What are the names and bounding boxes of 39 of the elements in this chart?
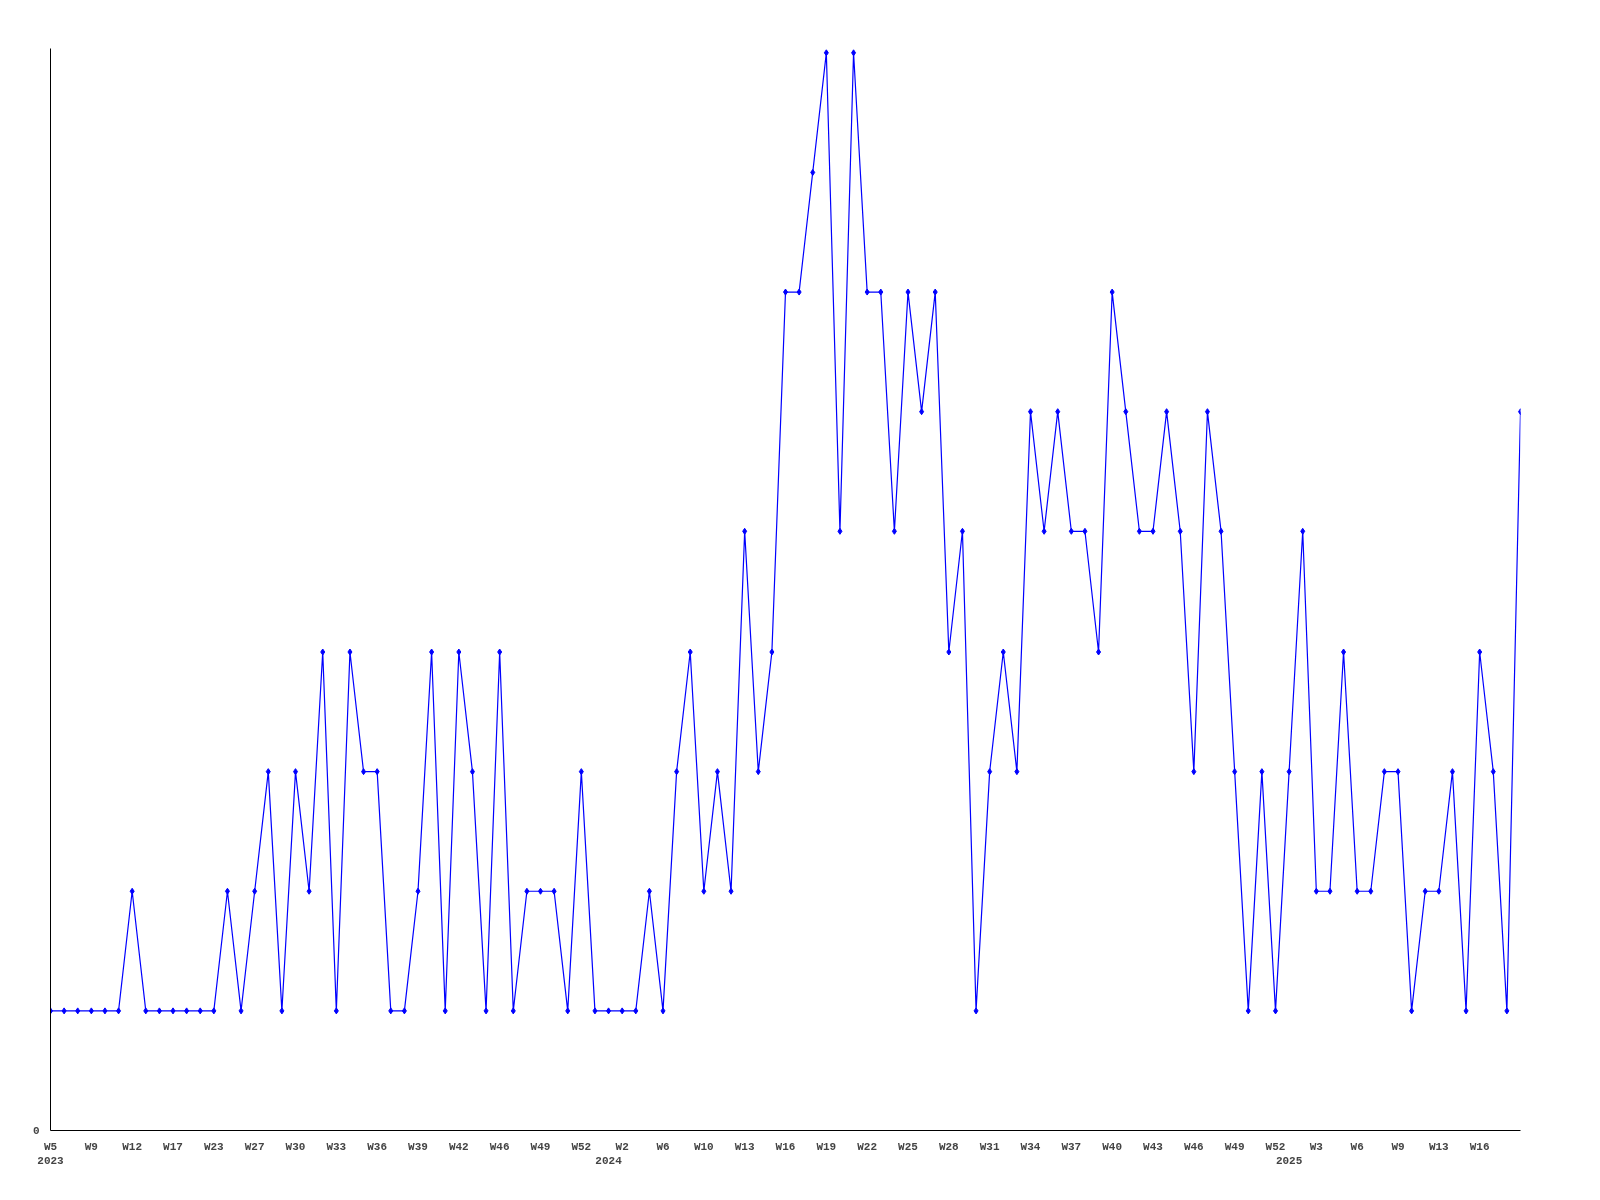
- x-tick-label: 2024: [595, 1154, 623, 1167]
- x-tick-label: W9: [1391, 1140, 1405, 1153]
- x-tick-label: W42: [448, 1140, 469, 1153]
- x-tick-label: W37: [1061, 1140, 1082, 1153]
- x-tick-label: W16: [1469, 1140, 1490, 1153]
- x-tick-label: W34: [1020, 1140, 1041, 1153]
- x-tick-label: W52: [571, 1140, 592, 1153]
- x-tick-label: W30: [285, 1140, 306, 1153]
- x-tick-label: W23: [203, 1140, 225, 1153]
- x-tick-label: W43: [1143, 1140, 1164, 1153]
- x-tick-label: W12: [122, 1140, 143, 1153]
- x-tick-label: W19: [816, 1140, 837, 1153]
- x-tick-label: W46: [489, 1140, 510, 1153]
- x-tick-label: W6: [656, 1140, 670, 1153]
- x-tick-label: W3: [1309, 1140, 1324, 1153]
- x-tick-label: W49: [1224, 1140, 1245, 1153]
- x-tick-label: W25: [898, 1140, 919, 1153]
- x-tick-label: W5 2023: [37, 1140, 65, 1167]
- x-tick-label: W36: [367, 1140, 388, 1153]
- x-tick-label: W28: [938, 1140, 960, 1153]
- x-tick-label: W6: [1350, 1140, 1364, 1153]
- x-tick-label: W9: [84, 1140, 98, 1153]
- x-tick-label: W13: [734, 1140, 755, 1153]
- x-tick-label: W22: [857, 1140, 878, 1153]
- x-tick-label: W17: [163, 1140, 183, 1153]
- x-tick-label: W2: [615, 1140, 629, 1153]
- text: 0: [32, 1125, 40, 1137]
- x-tick-label: W39: [408, 1140, 428, 1153]
- x-tick-label: W10: [693, 1140, 714, 1153]
- x-tick-label: W27: [244, 1140, 265, 1153]
- x-tick-label: W46: [1183, 1140, 1204, 1153]
- x-tick-label: W40: [1102, 1140, 1123, 1153]
- x-tick-label: W16: [775, 1140, 796, 1153]
- x-tick-label: W33: [326, 1140, 347, 1153]
- x-tick-label: W49: [530, 1140, 551, 1153]
- x-tick-label: W52: [1265, 1140, 1286, 1153]
- x-tick-label: 2025: [1275, 1154, 1303, 1167]
- x-tick-label: W31: [979, 1140, 1000, 1153]
- x-tick-label: W13: [1428, 1140, 1450, 1153]
